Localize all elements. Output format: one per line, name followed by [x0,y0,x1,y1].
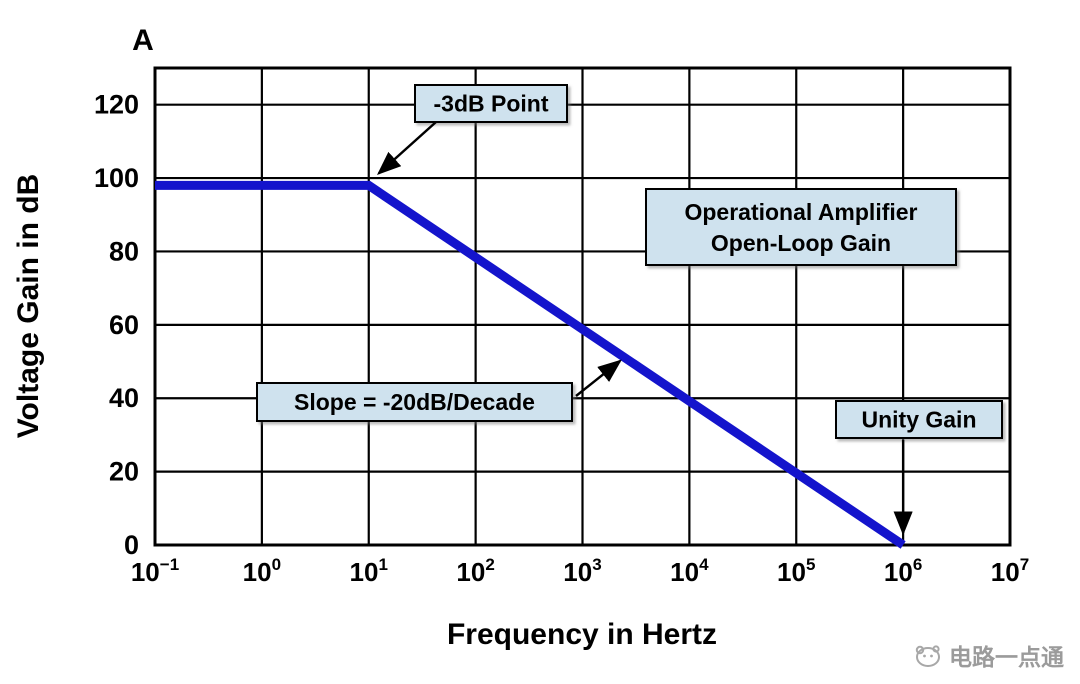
annotation-text-slope: Slope = -20dB/Decade [294,389,535,415]
annotation-text-unity: Unity Gain [861,407,976,433]
grid [153,66,1012,547]
x-tick-label: 101 [350,555,388,587]
annotation-arrow-minus3db [376,121,437,176]
x-tick-label: 100 [243,555,281,587]
annotation-text-openloop: Open-Loop Gain [711,230,891,256]
y-tick-label: 40 [109,383,139,413]
y-tick-label: 120 [94,90,139,120]
gain-curve [155,180,906,549]
x-tick-label: 107 [991,555,1029,587]
x-axis-title: Frequency in Hertz [447,618,717,651]
y-tick-label: 100 [94,163,139,193]
annotation-box-openloop [645,188,957,266]
y-tick-label: 60 [109,310,139,340]
annotation-text-openloop: Operational Amplifier [684,199,917,225]
axis-ticks: 10−1 100 101 102 103 104 105 106 107020406080100… [94,90,1029,587]
panel-label: A [132,24,154,57]
annotation-text-minus3db: -3dB Point [434,91,549,117]
annotation-box-slope [256,382,573,422]
x-tick-label: 103 [563,555,601,587]
watermark-logo-icon [912,642,942,668]
y-axis-title: Voltage Gain in dB [12,174,45,438]
x-tick-label: 106 [884,555,922,587]
annotation-arrow-slope [575,359,622,397]
annotation-box-unity [835,400,1003,439]
x-tick-label: 102 [456,555,494,587]
y-tick-label: 20 [109,457,139,487]
gain-curve-line [155,180,906,549]
y-tick-label: 0 [124,530,139,560]
x-tick-label: 104 [670,555,709,587]
watermark: 电路一点通 [912,638,1064,672]
x-tick-label: 105 [777,555,815,587]
watermark-text: 电路一点通 [949,644,1064,670]
annotations: -3dB Point Operational Amplifier Open-Loop… [256,84,1003,536]
y-tick-label: 80 [109,236,139,266]
plot-border [153,66,1012,547]
annotation-box-minus3db [414,84,568,123]
